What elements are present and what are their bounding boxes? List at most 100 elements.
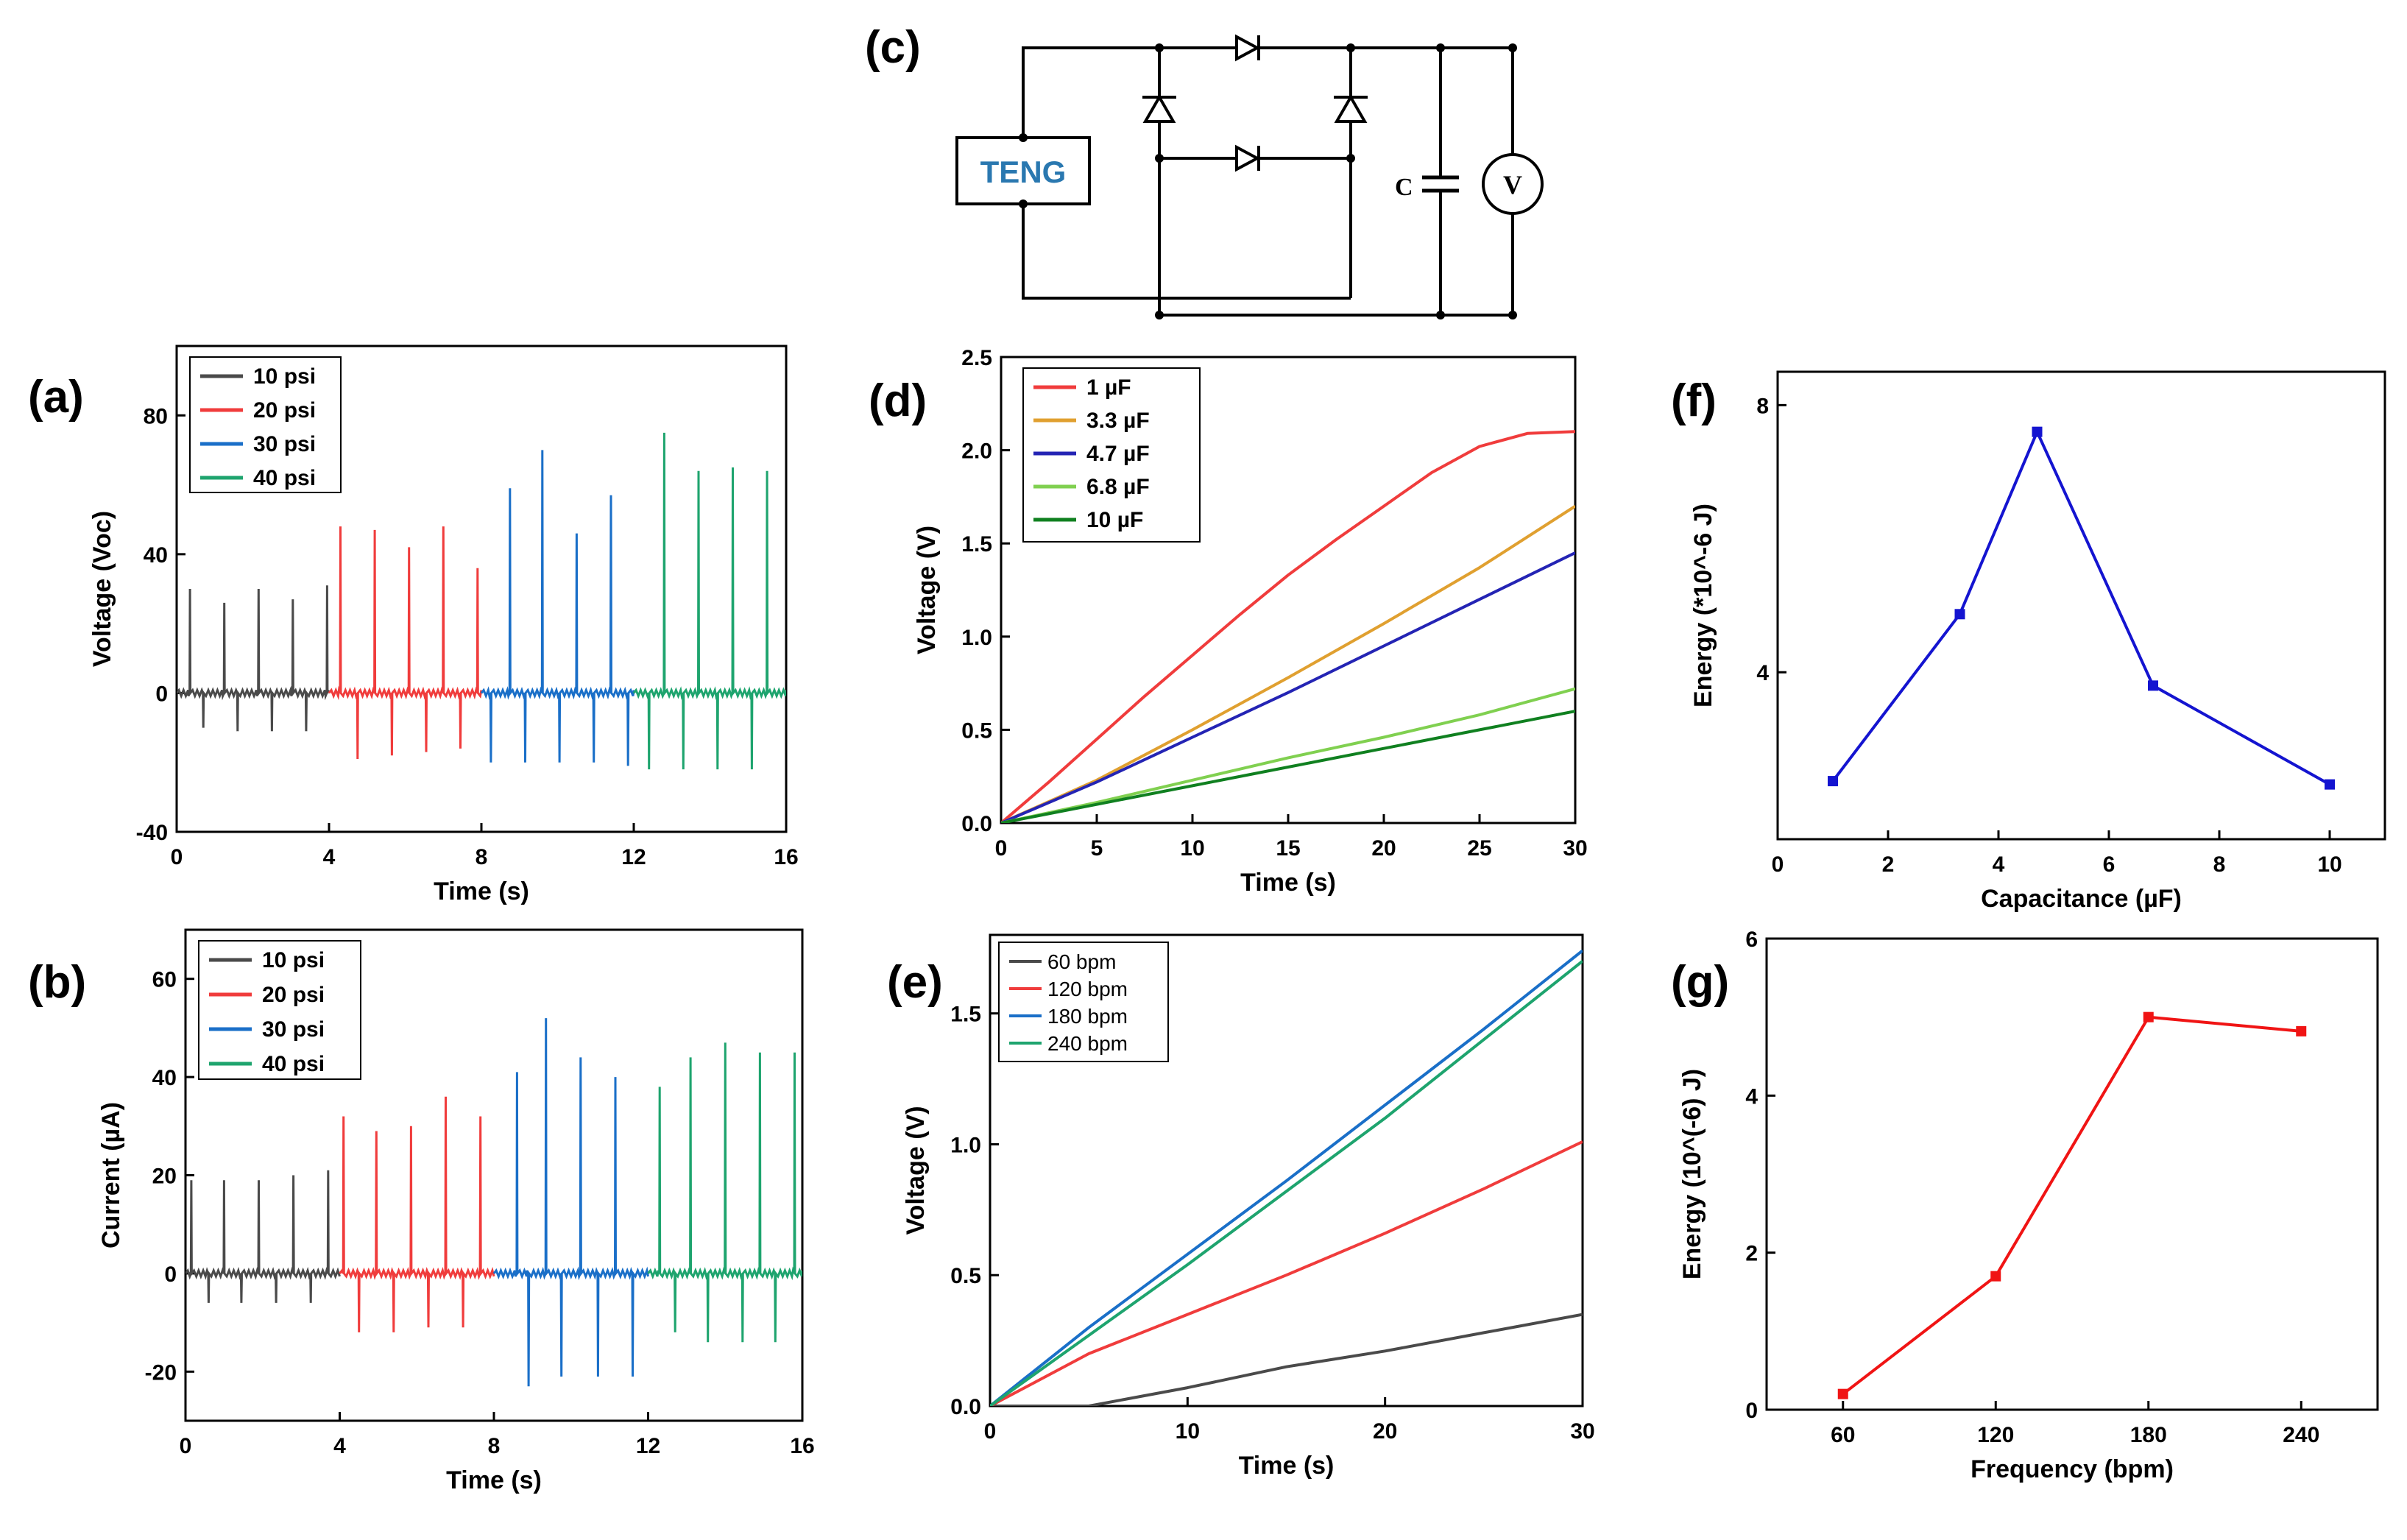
- y-tick-label: 0.5: [950, 1264, 981, 1288]
- x-tick-label: 10: [2317, 852, 2341, 877]
- data-point-marker: [1990, 1271, 2001, 1282]
- data-point-marker: [2148, 680, 2158, 691]
- x-tick-label: 6: [2103, 852, 2116, 877]
- chart-d: 0 5 10 15 20 25 30 0.0 0.5 1.0 1.5 2.0 2.5 Time (s) Vo…: [913, 346, 1588, 897]
- teng-label: TENG: [980, 155, 1067, 189]
- x-tick-label: 16: [774, 845, 798, 869]
- y-tick-label: 0.5: [961, 718, 992, 743]
- x-tick-label: 12: [636, 1434, 660, 1458]
- legend-label: 6.8 µF: [1086, 475, 1150, 499]
- x-axis-label: Time (s): [446, 1466, 542, 1494]
- x-tick-label: 4: [333, 1434, 346, 1458]
- teng-box: [955, 136, 1091, 205]
- legend-label: 40 psi: [253, 466, 316, 490]
- y-tick-label: 2: [1745, 1242, 1758, 1266]
- legend-label: 40 psi: [262, 1052, 325, 1076]
- plot-frame: [1765, 937, 2379, 1411]
- series-line-10-psi: [177, 585, 331, 732]
- legend-label: 3.3 µF: [1086, 409, 1150, 433]
- x-tick-label: 8: [488, 1434, 501, 1458]
- x-tick-label: 0: [180, 1434, 192, 1458]
- x-tick-label: 180: [2130, 1423, 2167, 1447]
- x-tick-label: 4: [323, 845, 336, 869]
- legend-label: 180 bpm: [1047, 1005, 1128, 1028]
- data-point-marker: [2325, 779, 2335, 790]
- data-point-marker: [2143, 1011, 2154, 1022]
- capacitor-label: C: [1395, 174, 1413, 201]
- diode-left-icon: [1142, 93, 1176, 123]
- x-tick-label: 0: [1772, 852, 1784, 877]
- y-tick-label: 2.5: [961, 346, 992, 370]
- series-line-5: [1001, 710, 1575, 823]
- y-tick-label: 6: [1745, 928, 1758, 952]
- y-tick-label: 1.0: [950, 1133, 981, 1157]
- series-line-40-psi: [632, 432, 786, 770]
- wire-teng-loop: [1022, 46, 1161, 300]
- x-tick-label: 240: [2283, 1423, 2319, 1447]
- series-line-40-psi: [647, 1042, 802, 1343]
- legend-box: [189, 356, 342, 493]
- y-tick-label: 0: [164, 1262, 177, 1287]
- series-line-30-psi: [480, 450, 635, 766]
- y-tick-label: 1.5: [961, 532, 992, 557]
- series-line-30-psi: [492, 1018, 649, 1387]
- panel-label-f: (f): [1671, 375, 1717, 426]
- x-axis-label: Time (s): [434, 877, 529, 905]
- y-axis-label: Energy (10^(-6) J): [1678, 1069, 1706, 1279]
- series-line-10-psi: [185, 1170, 341, 1303]
- x-tick-label: 30: [1563, 836, 1587, 861]
- x-tick-label: 20: [1371, 836, 1396, 861]
- x-axis-label: Time (s): [1240, 869, 1336, 897]
- y-axis-label: Voltage (Voc): [88, 511, 116, 667]
- y-tick-label: 1.5: [950, 1003, 981, 1027]
- panel-label-a: (a): [28, 372, 84, 423]
- x-axis-label: Time (s): [1239, 1452, 1335, 1480]
- data-point-marker: [1828, 776, 1838, 787]
- x-tick-label: 8: [476, 845, 488, 869]
- diode-right-icon: [1334, 93, 1368, 123]
- voltmeter-icon: [1482, 153, 1544, 215]
- x-tick-label: 20: [1373, 1419, 1397, 1444]
- legend-label: 1 µF: [1086, 375, 1131, 400]
- plot-frame: [1776, 370, 2386, 841]
- x-tick-label: 60: [1831, 1423, 1855, 1447]
- panel-label-c: (c): [865, 22, 921, 73]
- series-line-20-psi: [328, 526, 483, 760]
- y-tick-label: 0.0: [950, 1395, 981, 1419]
- x-tick-label: 2: [1882, 852, 1895, 877]
- data-point-marker: [2032, 426, 2043, 437]
- legend-label: 60 bpm: [1047, 950, 1116, 973]
- y-tick-label: 0.0: [961, 812, 992, 836]
- y-axis-label: Voltage (V): [913, 526, 941, 654]
- x-tick-label: 120: [1977, 1423, 2014, 1447]
- y-tick-label: 4: [1756, 661, 1769, 685]
- series-line-2: [1001, 504, 1575, 823]
- diode-middle-icon: [1235, 144, 1261, 172]
- data-point-marker: [1837, 1388, 1848, 1399]
- data-point-marker: [2296, 1025, 2307, 1036]
- x-tick-label: 25: [1467, 836, 1491, 861]
- series-line-1: [990, 1313, 1583, 1406]
- series-line-3: [990, 949, 1583, 1406]
- x-axis-label: Capacitance (µF): [1981, 885, 2182, 913]
- legend-label: 120 bpm: [1047, 978, 1128, 1000]
- chart-f: 0 2 4 6 8 10 4 8 Capacitance (µF) Energy (*10^-6 …: [1689, 370, 2386, 913]
- y-tick-label: 2.0: [961, 439, 992, 464]
- y-tick-label: 80: [144, 404, 168, 428]
- y-tick-label: 40: [144, 543, 168, 568]
- series-line-4: [990, 960, 1583, 1406]
- series-line-3: [1001, 551, 1575, 823]
- rectifier-circuit-diagram: TENG C: [955, 34, 1544, 319]
- x-tick-label: 16: [790, 1434, 814, 1458]
- x-tick-label: 5: [1091, 836, 1103, 861]
- y-axis-label: Energy (*10^-6 J): [1689, 504, 1717, 707]
- panel-label-g: (g): [1671, 957, 1729, 1008]
- x-tick-label: 0: [171, 845, 183, 869]
- series-line-1: [1001, 430, 1575, 823]
- y-tick-label: -40: [136, 821, 168, 845]
- x-tick-label: 0: [984, 1419, 997, 1444]
- plot-frame: [989, 933, 1584, 1407]
- y-tick-label: 4: [1745, 1084, 1758, 1109]
